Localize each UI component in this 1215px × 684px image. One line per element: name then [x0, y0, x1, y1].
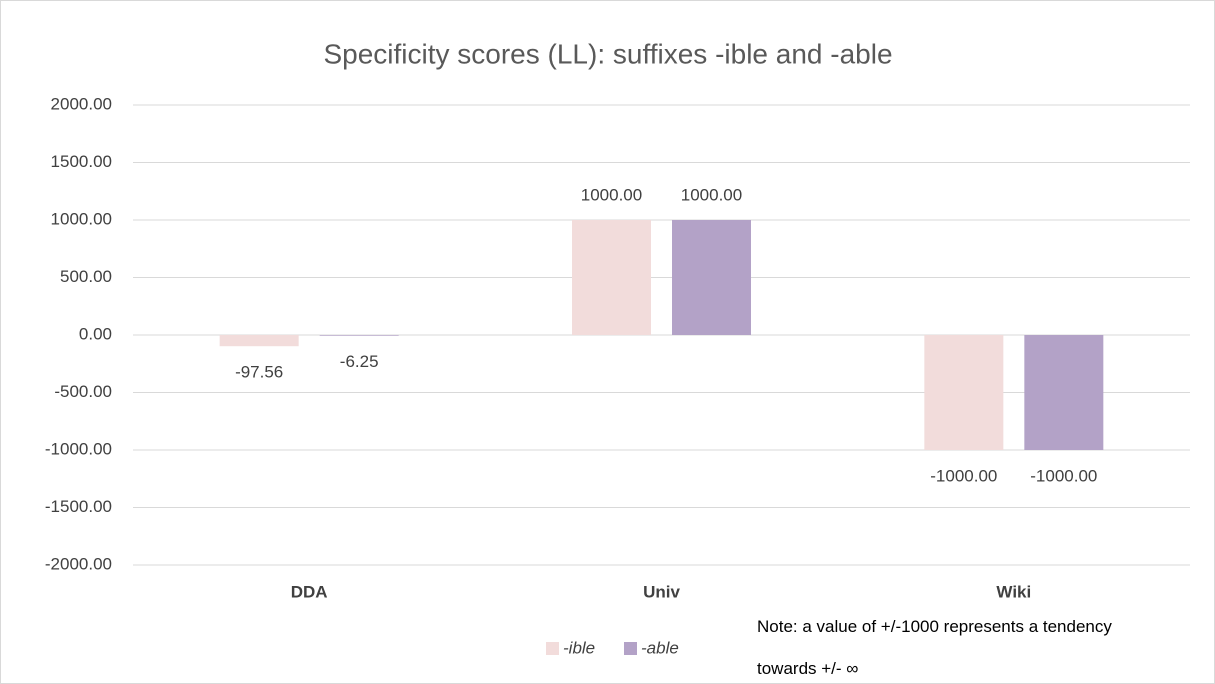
y-tick-label: -1500.00: [45, 497, 112, 516]
x-tick-label: Univ: [643, 582, 680, 601]
x-tick-label: DDA: [291, 582, 328, 601]
data-label: -97.56: [235, 363, 283, 382]
y-tick-label: 1000.00: [51, 209, 112, 228]
annotation: Note: a value of +/-1000 represents a te…: [757, 617, 1112, 678]
legend-label: -ible: [563, 638, 595, 657]
bar: [572, 220, 651, 335]
x-tick-label: Wiki: [996, 582, 1031, 601]
data-label: 1000.00: [581, 185, 642, 204]
y-tick-label: 1500.00: [51, 152, 112, 171]
bar: [319, 335, 399, 336]
legend-swatch: [546, 642, 559, 655]
y-tick-label: -1000.00: [45, 439, 112, 458]
bar: [1024, 335, 1104, 450]
chart-title: Specificity scores (LL): suffixes -ible …: [323, 38, 892, 69]
data-label: -1000.00: [1030, 466, 1097, 485]
bar: [924, 335, 1004, 450]
legend-label: -able: [641, 638, 679, 657]
legend-swatch: [624, 642, 637, 655]
data-label: 1000.00: [681, 185, 742, 204]
y-tick-label: 0.00: [79, 324, 112, 343]
data-label: -6.25: [340, 352, 379, 371]
y-tick-label: -2000.00: [45, 554, 112, 573]
bar: [219, 335, 299, 347]
y-tick-label: 500.00: [60, 267, 112, 286]
bar: [672, 220, 751, 335]
data-label: -1000.00: [930, 466, 997, 485]
y-tick-label: -500.00: [54, 382, 112, 401]
y-tick-label: 2000.00: [51, 94, 112, 113]
